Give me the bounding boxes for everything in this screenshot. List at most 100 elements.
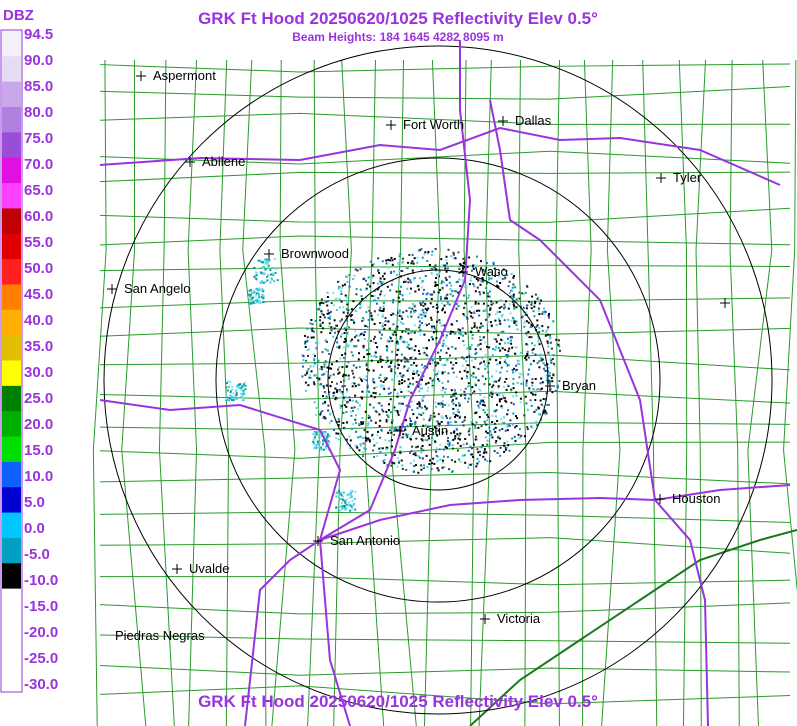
echo-pixel bbox=[381, 313, 384, 316]
echo-pixel bbox=[423, 253, 426, 256]
echo-pixel bbox=[445, 360, 448, 363]
echo-pixel bbox=[359, 333, 362, 336]
echo-pixel bbox=[362, 378, 365, 380]
echo-pixel bbox=[318, 377, 321, 380]
echo-pixel bbox=[425, 347, 428, 349]
county-line bbox=[99, 390, 791, 404]
echo-pixel bbox=[391, 378, 394, 381]
echo-pixel bbox=[455, 320, 458, 322]
echo-pixel bbox=[411, 253, 414, 256]
echo-pixel bbox=[526, 354, 529, 357]
echo-pixel bbox=[480, 446, 483, 449]
echo-pixel bbox=[355, 288, 358, 291]
echo-pixel bbox=[489, 431, 492, 434]
echo-pixel bbox=[337, 287, 340, 290]
echo-pixel bbox=[505, 377, 508, 380]
echo-pixel bbox=[338, 390, 341, 393]
echo-pixel bbox=[435, 374, 438, 377]
echo-pixel bbox=[440, 389, 443, 392]
echo-pixel bbox=[479, 401, 482, 404]
echo-pixel bbox=[387, 320, 390, 323]
echo-pixel bbox=[364, 410, 367, 413]
echo-pixel bbox=[344, 501, 347, 504]
echo-pixel bbox=[390, 256, 393, 259]
echo-pixel bbox=[531, 352, 534, 355]
echo-pixel bbox=[344, 337, 347, 340]
echo-pixel bbox=[350, 308, 353, 311]
echo-pixel bbox=[538, 413, 541, 416]
echo-pixel bbox=[535, 326, 538, 329]
echo-pixel bbox=[401, 257, 404, 260]
echo-pixel bbox=[391, 332, 394, 335]
echo-pixel bbox=[483, 411, 486, 414]
echo-pixel bbox=[540, 377, 543, 380]
echo-pixel bbox=[506, 337, 509, 340]
echo-pixel bbox=[483, 362, 486, 365]
legend-label: 75.0 bbox=[24, 130, 53, 147]
echo-pixel bbox=[544, 413, 547, 416]
echo-pixel bbox=[492, 261, 495, 264]
echo-pixel bbox=[410, 310, 412, 313]
echo-pixel bbox=[414, 357, 417, 360]
echo-pixel bbox=[379, 277, 382, 280]
echo-pixel bbox=[524, 291, 527, 294]
echo-pixel bbox=[468, 310, 471, 313]
echo-pixel bbox=[340, 491, 343, 494]
echo-pixel bbox=[467, 297, 470, 299]
colorbar-segment bbox=[2, 385, 21, 412]
echo-pixel bbox=[443, 324, 446, 327]
echo-pixel bbox=[430, 336, 433, 339]
echo-pixel bbox=[344, 427, 346, 430]
echo-pixel bbox=[323, 316, 326, 319]
echo-pixel bbox=[547, 351, 550, 354]
echo-pixel bbox=[510, 389, 513, 392]
echo-pixel bbox=[499, 371, 502, 374]
echo-pixel bbox=[313, 354, 316, 357]
echo-pixel bbox=[264, 262, 267, 265]
echo-pixel bbox=[353, 321, 356, 324]
echo-pixel bbox=[322, 373, 325, 376]
echo-pixel bbox=[354, 385, 357, 388]
echo-pixel bbox=[348, 496, 351, 499]
echo-pixel bbox=[401, 340, 404, 343]
echo-pixel bbox=[379, 355, 382, 358]
echo-pixel bbox=[446, 267, 449, 270]
echo-pixel bbox=[396, 409, 399, 412]
echo-pixel bbox=[341, 333, 344, 335]
echo-pixel bbox=[362, 317, 365, 319]
echo-pixel bbox=[425, 298, 428, 300]
echo-pixel bbox=[329, 332, 332, 335]
echo-pixel bbox=[319, 304, 321, 307]
echo-pixel bbox=[312, 353, 315, 356]
echo-pixel bbox=[416, 445, 419, 448]
echo-pixel bbox=[443, 363, 446, 366]
echo-pixel bbox=[400, 391, 403, 393]
echo-pixel bbox=[336, 390, 338, 393]
echo-pixel bbox=[383, 294, 386, 297]
county-line bbox=[99, 634, 791, 644]
echo-pixel bbox=[489, 460, 492, 463]
echo-pixel bbox=[526, 428, 529, 431]
echo-pixel bbox=[503, 422, 506, 425]
echo-pixel bbox=[406, 315, 409, 318]
echo-pixel bbox=[343, 504, 346, 507]
echo-pixel bbox=[416, 402, 419, 405]
echo-pixel bbox=[243, 393, 246, 396]
echo-pixel bbox=[484, 367, 487, 370]
echo-pixel bbox=[491, 390, 494, 393]
echo-pixel bbox=[327, 309, 330, 312]
echo-pixel bbox=[392, 301, 394, 304]
echo-pixel bbox=[324, 391, 327, 394]
echo-pixel bbox=[486, 413, 489, 416]
echo-pixel bbox=[449, 293, 452, 296]
echo-pixel bbox=[539, 399, 542, 402]
echo-pixel bbox=[411, 302, 414, 305]
echo-pixel bbox=[482, 404, 485, 406]
echo-pixel bbox=[459, 415, 462, 418]
echo-pixel bbox=[511, 437, 514, 440]
echo-pixel bbox=[397, 348, 400, 351]
echo-pixel bbox=[491, 421, 494, 423]
echo-pixel bbox=[369, 416, 371, 419]
echo-pixel bbox=[488, 295, 491, 298]
echo-pixel bbox=[404, 360, 407, 363]
